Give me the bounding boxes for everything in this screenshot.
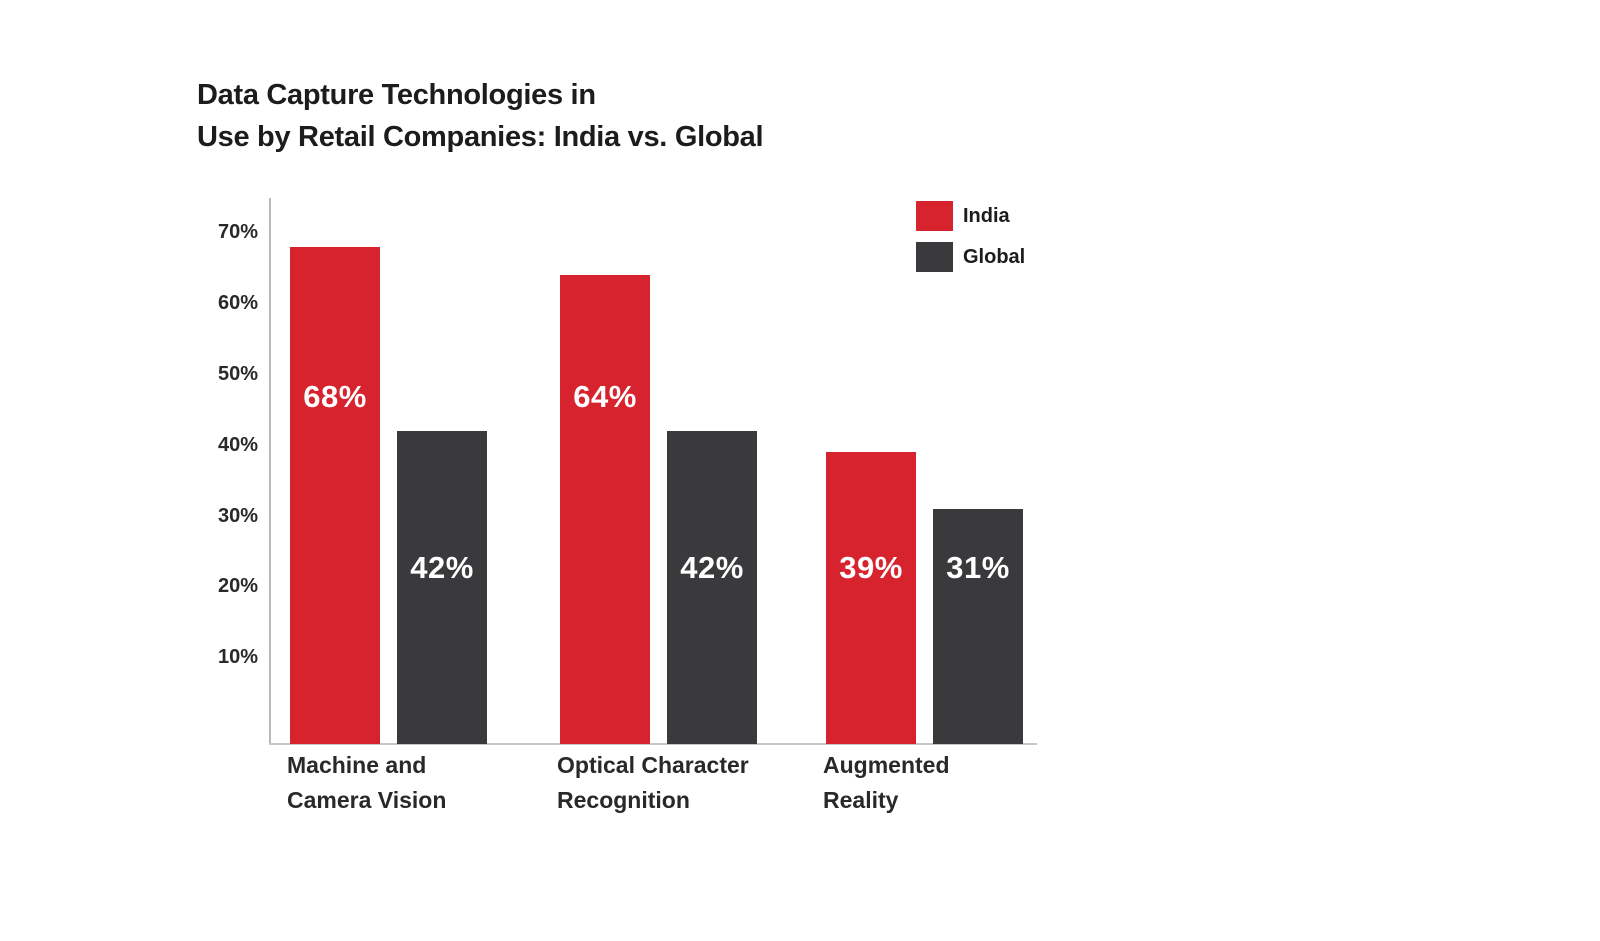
y-tick-label: 20%	[217, 575, 258, 598]
y-tick-label: 70%	[217, 221, 258, 244]
x-category-label-line: Recognition	[557, 787, 690, 813]
bar-value-label: 39%	[839, 550, 903, 585]
bar-india-2	[826, 451, 916, 744]
x-category-label-line: Reality	[823, 787, 899, 813]
x-category-label: Augmented Reality	[823, 748, 950, 818]
x-category-label-line: Machine and	[287, 752, 427, 778]
chart-title-line-1: Data Capture Technologies in	[197, 79, 596, 111]
bar-india-1	[560, 274, 650, 744]
y-tick-label: 60%	[217, 292, 258, 315]
bar-value-label: 42%	[410, 550, 474, 585]
bar-india-0	[290, 246, 380, 744]
y-tick-label: 10%	[217, 646, 258, 669]
y-axis-line	[269, 198, 271, 745]
chart-title-line-2: Use by Retail Companies: India vs. Globa…	[197, 121, 764, 153]
y-tick-label: 30%	[217, 504, 258, 527]
bar-global-2	[933, 508, 1023, 744]
x-category-label-line: Optical Character	[557, 752, 749, 778]
x-category-label: Optical Character Recognition	[557, 748, 749, 818]
x-axis-line	[269, 743, 1037, 745]
x-category-label: Machine and Camera Vision	[287, 748, 446, 818]
bar-value-label: 42%	[680, 550, 744, 585]
bar-value-label: 68%	[303, 379, 367, 414]
legend-swatch-india	[916, 201, 953, 231]
x-category-label-line: Camera Vision	[287, 787, 447, 813]
legend-item-india: India	[916, 201, 1025, 231]
chart-title: Data Capture Technologies in Use by Reta…	[197, 74, 764, 158]
legend-label-india: India	[963, 205, 1010, 227]
bar-value-label: 31%	[946, 550, 1010, 585]
y-tick-label: 40%	[217, 433, 258, 456]
legend-swatch-global	[916, 242, 953, 272]
bar-global-1	[667, 430, 757, 744]
legend-label-global: Global	[963, 246, 1026, 268]
legend-item-global: Global	[916, 242, 1025, 272]
legend: India Global	[916, 201, 1025, 283]
y-tick-label: 50%	[217, 363, 258, 385]
bar-value-label: 64%	[573, 379, 637, 414]
x-category-label-line: Augmented	[823, 752, 950, 778]
bar-global-0	[397, 430, 487, 744]
